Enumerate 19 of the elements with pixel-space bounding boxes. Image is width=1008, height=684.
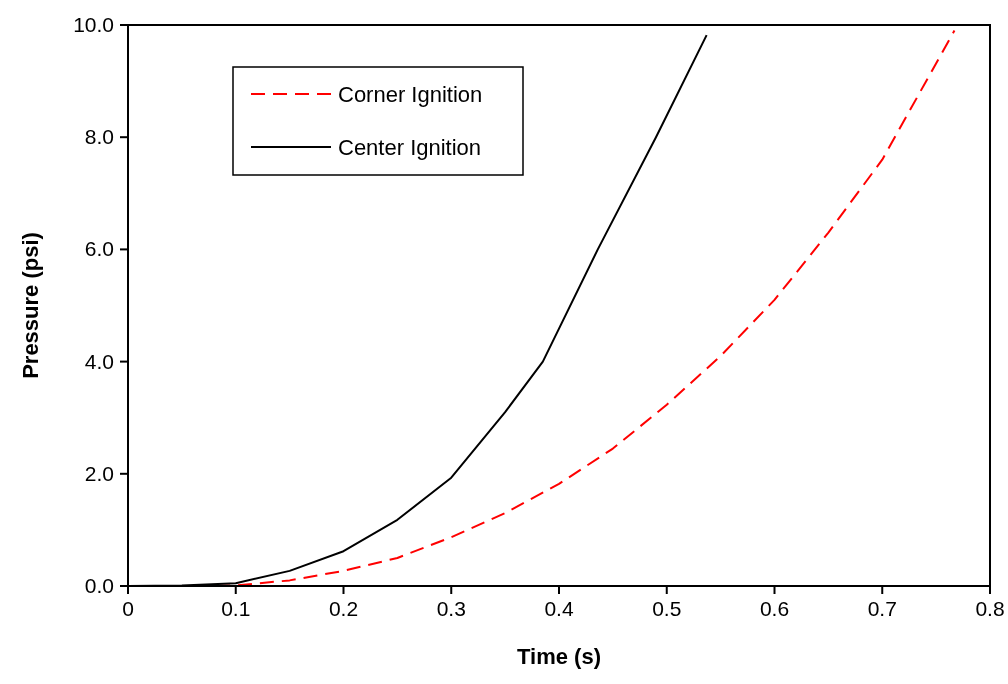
- x-tick-label: 0: [122, 597, 134, 620]
- y-tick-label: 2.0: [84, 461, 114, 485]
- legend-label: Center Ignition: [338, 135, 482, 160]
- x-tick-label: 0.1: [221, 597, 251, 620]
- x-tick-label: 0.7: [867, 597, 897, 620]
- x-tick-label: 0.5: [652, 597, 682, 620]
- x-tick-label: 0.2: [328, 597, 359, 620]
- y-tick-label: 6.0: [84, 237, 114, 261]
- y-tick-label: 8.0: [84, 125, 114, 149]
- x-axis-title: Time (s): [517, 644, 601, 669]
- y-tick-label: 4.0: [84, 349, 114, 373]
- x-tick-label: 0.4: [544, 597, 574, 620]
- y-axis-title: Pressure (psi): [18, 232, 43, 379]
- x-tick-label: 0.8: [975, 597, 1005, 620]
- x-tick-label: 0.6: [759, 597, 790, 620]
- legend-label: Corner Ignition: [338, 82, 483, 107]
- y-tick-label: 10.0: [73, 13, 114, 36]
- y-tick-label: 0.0: [84, 574, 114, 597]
- x-tick-label: 0.3: [436, 597, 466, 620]
